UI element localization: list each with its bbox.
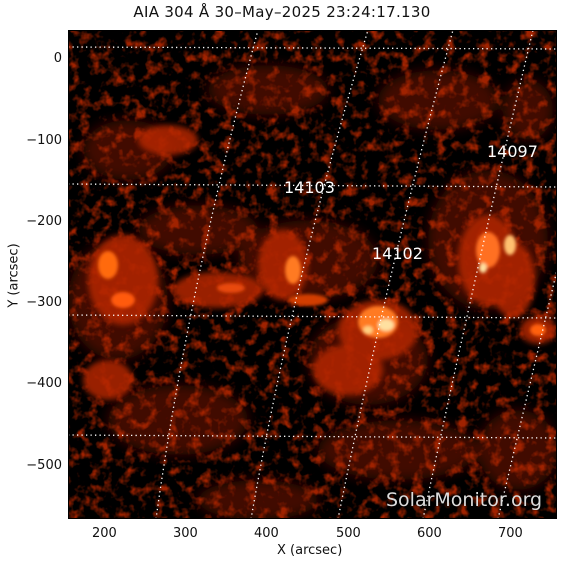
active-region-label: 14097 xyxy=(487,142,538,161)
watermark: SolarMonitor.org xyxy=(386,489,543,511)
x-tick-label: 700 xyxy=(498,526,523,541)
image-title: AIA 304 Å 30–May–2025 23:24:17.130 xyxy=(133,3,431,21)
y-axis-label: Y (arcsec) xyxy=(6,243,22,308)
coordinate-grid xyxy=(68,30,557,519)
y-tick-label: −400 xyxy=(26,376,62,391)
y-tick-label: −200 xyxy=(26,214,62,229)
x-tick-label: 200 xyxy=(92,526,117,541)
y-tick-label: −500 xyxy=(26,458,62,473)
x-tick-label: 400 xyxy=(254,526,279,541)
aia-304-emission-map xyxy=(68,30,557,519)
y-tick-label: −300 xyxy=(26,295,62,310)
y-tick-label: −100 xyxy=(26,133,62,148)
solar-image xyxy=(68,30,557,519)
active-region-label: 14102 xyxy=(372,244,423,263)
y-tick-label: 0 xyxy=(53,51,62,66)
x-tick-label: 600 xyxy=(417,526,442,541)
x-tick-label: 500 xyxy=(336,526,361,541)
x-tick-label: 300 xyxy=(173,526,198,541)
x-axis-label: X (arcsec) xyxy=(277,543,343,558)
active-region-label: 14103 xyxy=(284,178,335,197)
